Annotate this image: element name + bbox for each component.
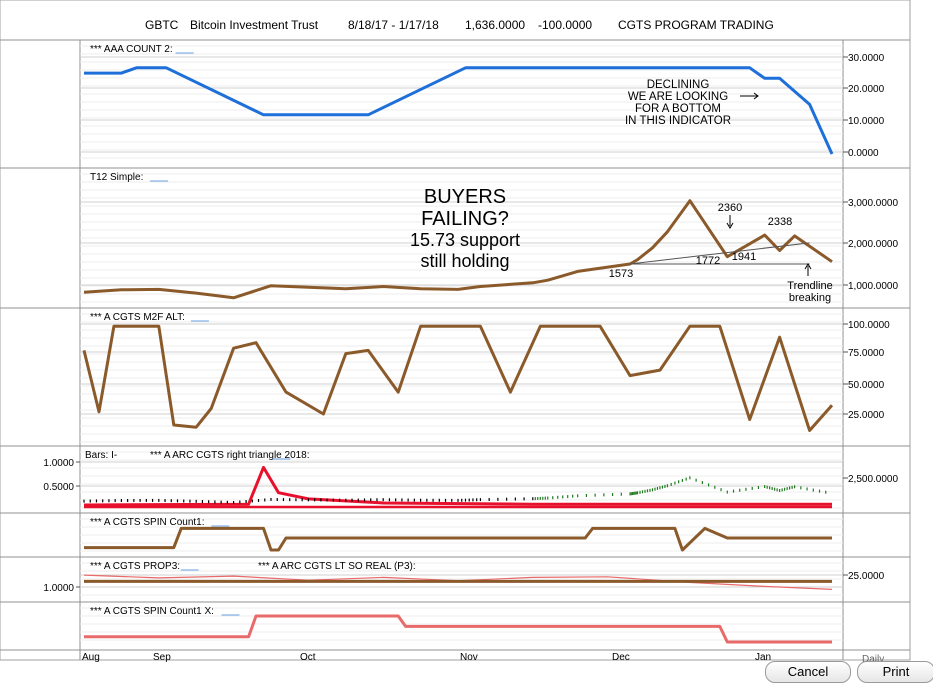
panel-1: *** AAA COUNT 2: 30.0000 20.0000 10.0000 0.0… [0,44,910,169]
y-tick-label: 25.0000 [848,410,885,421]
panel-title: *** A CGTS M2F ALT: [90,312,185,323]
panel-6: *** A CGTS PROP3: *** A ARC CGTS LT SO RE… [0,561,910,603]
trendline-note-line: Trendline [787,280,832,292]
x-tick-dec: Dec [612,652,630,663]
series-line [84,66,834,155]
header-range: 8/18/17 - 1/17/18 [348,18,439,32]
y-tick-label: 25.0000 [848,571,885,582]
buyers-note-line: 15.73 support [410,230,520,250]
header-name: Bitcoin Investment Trust [190,18,319,32]
declining-note-line: DECLINING [647,79,710,91]
price-point-label: 2360 [718,202,742,214]
y-tick-label: 0.0000 [848,148,879,159]
x-tick-oct: Oct [300,652,316,663]
panel-4: *** A ARC CGTS right triangle 2018: Bars:… [0,450,910,514]
rising-trendline [629,242,810,265]
series-line [83,199,833,300]
chart-header: GBTC Bitcoin Investment Trust 8/18/17 - … [145,18,774,32]
y-tick-label: 30.0000 [848,53,885,64]
series-line [84,614,832,644]
y-tick-label: 3,000.0000 [848,198,898,209]
declining-note-line: WE ARE LOOKING [628,91,728,103]
price-point-label: 1772 [696,255,720,267]
series-line [82,324,834,432]
panel-title: *** A ARC CGTS right triangle 2018: [150,450,310,461]
x-tick-nov: Nov [460,652,478,663]
price-point-label: 2338 [768,216,792,228]
panel-title-2: *** A ARC CGTS LT SO REAL (P3): [258,561,416,572]
left-tick-label: 1.0000 [43,583,74,594]
series-line [84,526,832,552]
left-tick-label: 1.0000 [43,458,74,469]
x-tick-sep: Sep [153,652,171,663]
y-tick-label: 100.0000 [848,320,890,331]
y-tick-label: 2,500.0000 [848,474,898,485]
panel-title: T12 Simple: [90,172,143,183]
cancel-button[interactable]: Cancel [765,661,851,683]
y-tick-label: 20.0000 [848,84,885,95]
x-axis-extra-label: Daily [862,654,884,665]
y-tick-label: 1,000.0000 [848,281,898,292]
panel-title: *** AAA COUNT 2: [90,44,173,55]
y-tick-label: 2,000.0000 [848,239,898,250]
x-tick-jan: Jan [755,652,771,663]
panel-3: *** A CGTS M2F ALT: 100.0000 75.0000 50.000… [0,312,910,447]
trendline-note-line: breaking [789,292,831,304]
panel-title: *** A CGTS SPIN Count1: [90,517,205,528]
y-tick-label: 10.0000 [848,116,885,127]
y-tick-label: 75.0000 [848,348,885,359]
bars-label: Bars: I- [85,450,117,461]
header-change: -100.0000 [538,18,592,32]
panel-5: *** A CGTS SPIN Count1: [0,517,910,558]
price-point-label: 1941 [732,251,756,263]
header-symbol: GBTC [145,18,179,32]
buyers-note-line: FAILING? [421,208,509,230]
left-tick-label: 0.5000 [43,482,74,493]
header-last: 1,636.0000 [465,18,525,32]
x-axis: Aug Sep Oct Nov Dec Jan Daily [80,649,884,665]
price-point-label: 1573 [609,268,633,280]
print-button[interactable]: Print [857,661,933,683]
buyers-note-line: BUYERS [424,186,506,208]
declining-note-line: IN THIS INDICATOR [625,115,731,127]
header-program: CGTS PROGRAM TRADING [618,18,774,32]
buyers-note-line: still holding [420,251,509,271]
y-tick-label: 50.0000 [848,380,885,391]
declining-note-line: FOR A BOTTOM [635,103,721,115]
x-tick-aug: Aug [82,652,100,663]
panel-title: *** A CGTS PROP3: [90,561,180,572]
panel-title: *** A CGTS SPIN Count1 X: [90,606,214,617]
